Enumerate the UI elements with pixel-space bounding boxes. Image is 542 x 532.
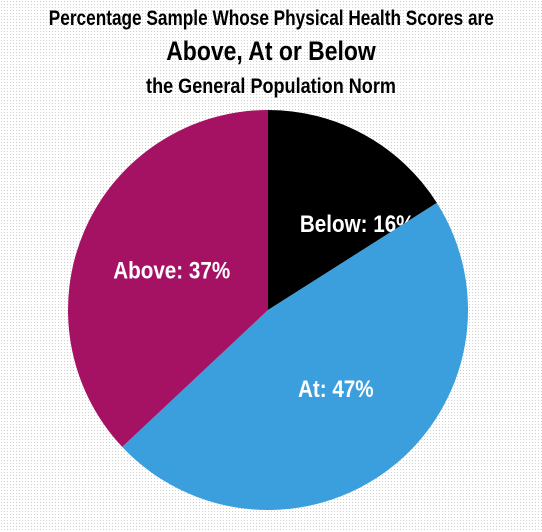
chart-title-line-3: the General Population Norm <box>146 75 396 98</box>
slice-label-above: Above: 37% <box>113 257 230 284</box>
pie-slice-below <box>268 110 437 310</box>
pie-slice-at <box>122 202 469 511</box>
chart-title-line-2: Above, At or Below <box>166 36 376 66</box>
chart-title-line-1: Percentage Sample Whose Physical Health … <box>48 7 494 30</box>
pie-slice-above <box>68 110 268 447</box>
slice-label-at: At: 47% <box>298 375 374 402</box>
